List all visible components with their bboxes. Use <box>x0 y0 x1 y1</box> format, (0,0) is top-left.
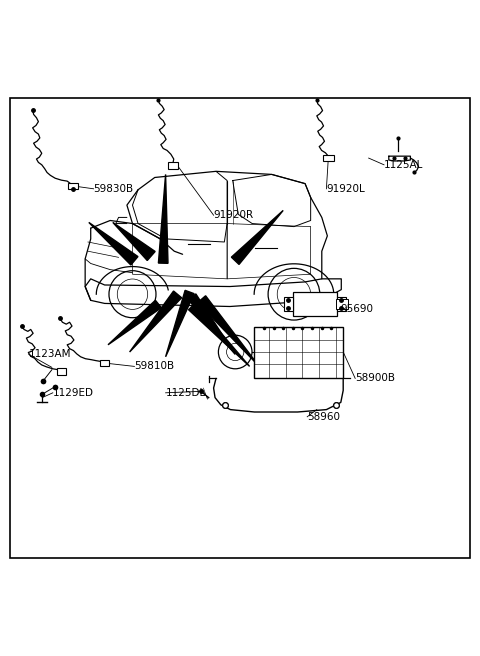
Polygon shape <box>188 294 235 354</box>
Text: 59830B: 59830B <box>94 184 134 194</box>
Text: 1129ED: 1129ED <box>53 388 94 398</box>
Polygon shape <box>158 174 168 263</box>
Bar <box>57 368 66 375</box>
Text: 95690: 95690 <box>341 304 374 314</box>
Text: 1125DL: 1125DL <box>166 388 206 398</box>
Bar <box>68 183 78 189</box>
Polygon shape <box>189 303 250 367</box>
Polygon shape <box>113 222 155 260</box>
Polygon shape <box>166 291 194 357</box>
Bar <box>293 293 337 316</box>
Text: 91920L: 91920L <box>326 184 365 194</box>
Bar <box>100 359 109 367</box>
Polygon shape <box>89 222 138 265</box>
Polygon shape <box>108 300 161 345</box>
Polygon shape <box>198 296 259 367</box>
Text: 1123AM: 1123AM <box>29 350 72 359</box>
Bar <box>336 299 348 309</box>
Text: 58900B: 58900B <box>355 373 395 383</box>
Bar <box>337 297 346 311</box>
Bar <box>323 155 334 161</box>
Polygon shape <box>130 291 181 352</box>
Bar <box>168 163 178 169</box>
Text: 59810B: 59810B <box>134 361 175 371</box>
Bar <box>284 297 293 311</box>
Text: 58960: 58960 <box>307 412 340 422</box>
Text: 91920R: 91920R <box>214 210 254 220</box>
Polygon shape <box>231 211 283 264</box>
Bar <box>254 327 343 379</box>
Text: 1125AL: 1125AL <box>384 160 423 170</box>
